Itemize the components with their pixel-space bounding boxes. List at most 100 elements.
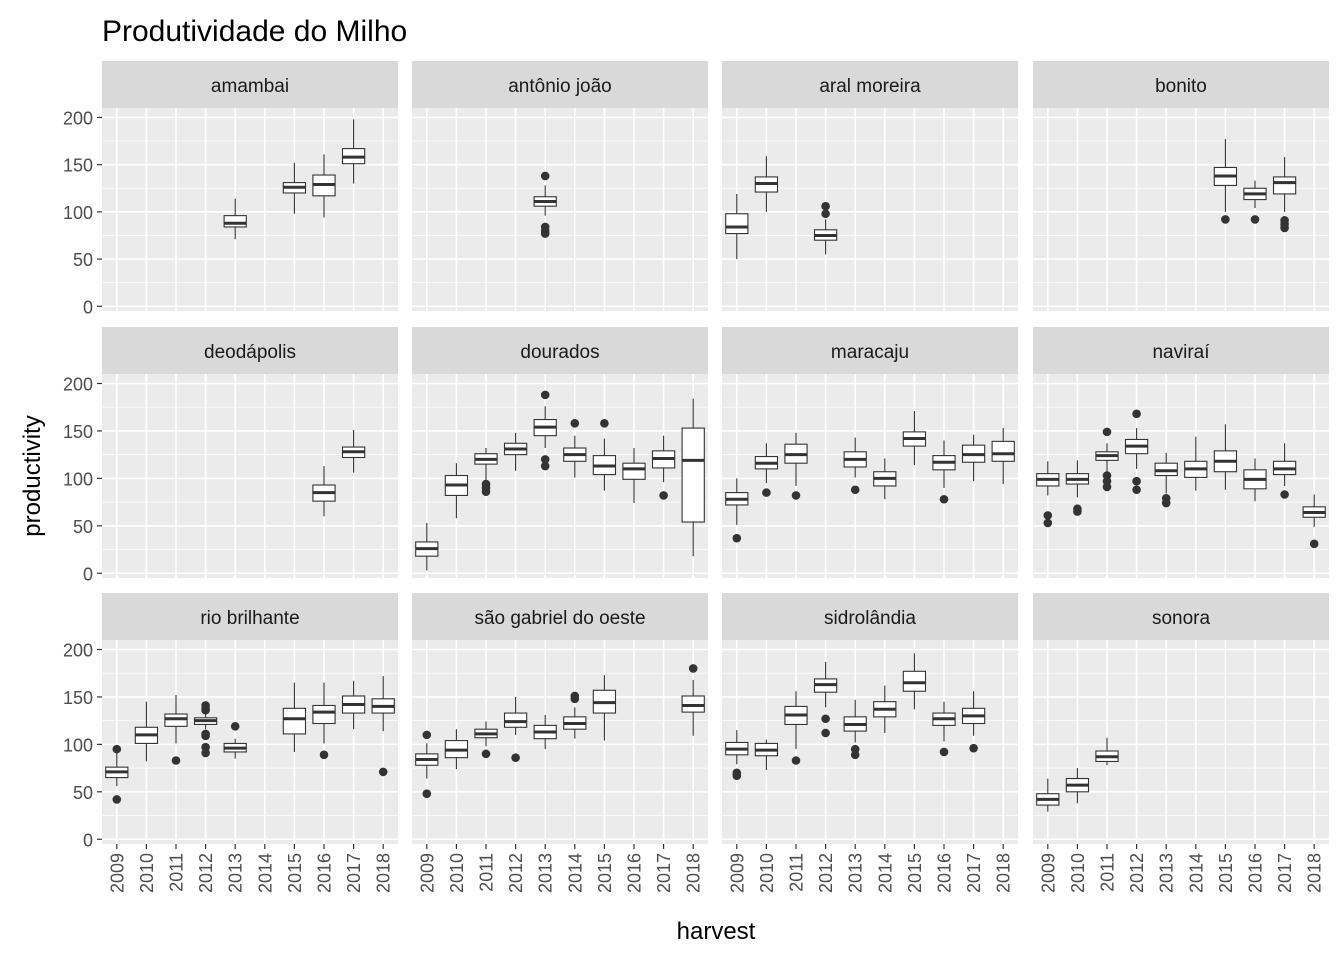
x-axis-title: harvest — [677, 918, 756, 945]
panel-background — [722, 374, 1018, 578]
boxplot-2014 — [873, 685, 897, 733]
y-tick-label: 100 — [63, 735, 93, 755]
outlier-point — [230, 722, 240, 731]
boxplot-2016 — [312, 154, 336, 218]
boxplot-2009 — [725, 193, 749, 260]
boxplot-2017 — [341, 429, 366, 473]
boxplot-2018 — [371, 676, 395, 777]
boxplot-2016 — [312, 682, 336, 760]
facet-label: aral moreira — [819, 76, 921, 97]
outlier-point — [762, 488, 771, 497]
outlier-point — [171, 756, 181, 765]
outlier-point — [112, 795, 122, 804]
box-iqr — [681, 427, 705, 523]
facet-label: dourados — [520, 342, 599, 363]
box-iqr — [1272, 176, 1297, 195]
x-tick-label: 2016 — [625, 853, 645, 893]
x-tick-label: 2011 — [787, 853, 807, 892]
x-tick-label: 2014 — [565, 853, 585, 893]
boxplot-2017 — [341, 119, 366, 184]
outlier-point — [939, 494, 949, 504]
x-tick-label: 2015 — [905, 853, 925, 893]
x-tick-label: 2009 — [1038, 853, 1058, 893]
facet-strip — [102, 61, 398, 108]
x-tick-label: 2016 — [935, 853, 955, 893]
box-iqr — [282, 707, 307, 735]
boxplot-2016 — [622, 448, 646, 504]
boxplot-2017 — [341, 680, 366, 730]
x-tick-label: 2013 — [536, 853, 556, 893]
boxplot-2012 — [813, 661, 838, 738]
facet-label: são gabriel do oeste — [474, 608, 645, 629]
x-tick-label: 2012 — [816, 853, 836, 893]
y-tick-label: 50 — [73, 250, 93, 270]
outlier-point — [1250, 215, 1260, 224]
boxplot-2009 — [1036, 461, 1060, 528]
boxplot-2011 — [1095, 427, 1119, 492]
x-tick-label: 2013 — [226, 853, 246, 893]
y-tick-label: 200 — [63, 374, 93, 394]
outlier-point — [1161, 498, 1171, 508]
panel-background — [722, 640, 1018, 844]
x-tick-label: 2017 — [654, 853, 674, 893]
boxplot-2012 — [193, 701, 218, 758]
x-tick-label: 2017 — [344, 853, 364, 893]
y-tick-label: 200 — [63, 108, 93, 128]
outlier-point — [1221, 215, 1230, 224]
facet-panel: rio brilhante 0 50 100 150 200 2009 2010 2011 201… — [63, 593, 398, 893]
y-tick-label: 150 — [63, 688, 93, 708]
outlier-point — [1132, 485, 1141, 495]
facet-panel: antônio joão — [412, 61, 708, 311]
panel-background — [102, 374, 398, 578]
boxplot-2018 — [681, 398, 705, 557]
outlier-point — [791, 491, 801, 500]
y-tick-label: 100 — [63, 469, 93, 489]
facet-panel: sidrolândia 2009 2010 2011 2012 2013 2014 2015 2… — [722, 593, 1018, 893]
x-tick-label: 2012 — [506, 853, 526, 893]
boxplot-2015 — [1213, 424, 1238, 490]
panel-background — [102, 108, 398, 311]
facet-strip — [412, 593, 708, 640]
outlier-point — [821, 728, 830, 738]
boxplot-2010 — [444, 463, 469, 519]
facet-panel: são gabriel do oeste 2009 2010 2011 2012 2013… — [412, 593, 708, 893]
outlier-point — [1043, 511, 1053, 520]
facet-strip — [1033, 327, 1329, 374]
boxplot-2013 — [223, 198, 247, 240]
boxplot-2010 — [444, 729, 469, 770]
x-tick-label: 2014 — [875, 853, 895, 893]
facet-panel: bonito — [1033, 61, 1329, 311]
outlier-point — [1132, 409, 1141, 419]
boxplot-2009 — [725, 730, 749, 780]
outlier-point — [939, 747, 949, 757]
boxplot-2016 — [932, 440, 956, 504]
facet-strip — [102, 327, 398, 374]
y-tick-label: 150 — [63, 422, 93, 442]
boxplot-2017 — [961, 434, 986, 482]
boxplot-2009 — [105, 744, 129, 804]
outlier-point — [732, 771, 742, 780]
outlier-point — [201, 748, 210, 758]
outlier-point — [688, 664, 698, 673]
chart-title: Produtividade do Milho — [102, 15, 407, 48]
x-tick-label: 2015 — [285, 853, 305, 893]
boxplot-2012 — [503, 432, 528, 471]
outlier-point — [600, 419, 609, 428]
facet-strip — [102, 593, 398, 640]
boxplot-2012 — [1124, 409, 1149, 495]
facet-panel: sonora 2009 2010 2011 2012 2013 2014 2015 2016 20… — [1033, 593, 1329, 893]
x-tick-label: 2009 — [727, 853, 747, 893]
boxplot-2015 — [902, 411, 927, 466]
boxplot-2013 — [843, 437, 867, 495]
outlier-point — [821, 201, 830, 211]
y-tick-label: 200 — [63, 640, 93, 660]
x-tick-label: 2013 — [846, 853, 866, 893]
box-iqr — [622, 462, 646, 480]
facet-label: deodápolis — [204, 342, 296, 363]
boxplot-2010 — [754, 739, 779, 770]
outlier-point — [732, 533, 742, 543]
panel-background — [1033, 640, 1329, 844]
outlier-point — [540, 390, 550, 400]
facet-strip — [722, 327, 1018, 374]
facet-label: amambai — [211, 76, 289, 97]
